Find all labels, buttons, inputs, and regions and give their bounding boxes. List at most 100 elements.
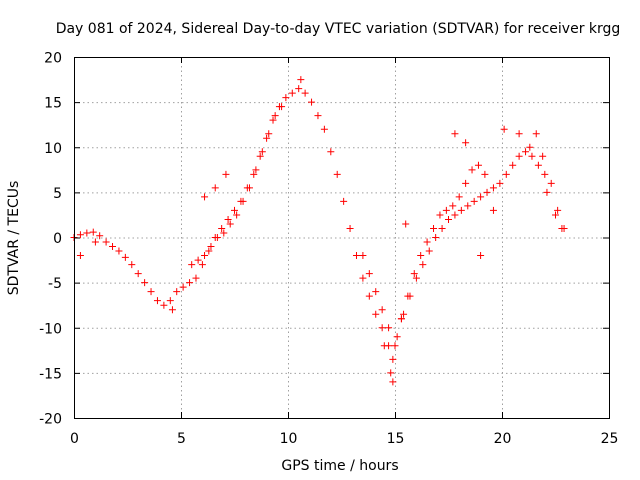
data-point-main-arc — [269, 116, 277, 124]
data-point-main-arc — [320, 125, 328, 133]
data-point-evening-branch — [359, 252, 367, 260]
data-point-main-arc — [340, 197, 348, 205]
data-point-main-arc — [288, 89, 296, 97]
tick-labels: 0 5 10 15 20 25 -20 -15 -10 -5 0 5 10 15 20 — [39, 51, 618, 448]
y-tick-label: 15 — [44, 96, 62, 112]
data-point-main-arc — [477, 193, 485, 201]
data-point-main-arc — [483, 188, 491, 196]
data-point-evening-branch — [423, 238, 431, 246]
data-point-main-arc — [89, 228, 97, 236]
data-point-main-arc — [218, 224, 226, 232]
data-point-main-arc — [393, 333, 401, 341]
data-point-main-arc — [522, 148, 530, 156]
data-point-morning-branch — [220, 229, 228, 237]
data-point-evening-branch — [436, 211, 444, 219]
data-point-main-arc — [115, 247, 123, 255]
data-point-evening-branch — [391, 342, 399, 350]
data-point-main-arc — [547, 179, 555, 187]
data-point-morning-branch — [239, 197, 247, 205]
y-tick-label: -20 — [39, 412, 62, 428]
data-point-main-arc — [352, 252, 360, 260]
data-point-main-arc — [432, 234, 440, 241]
data-point-main-arc — [301, 89, 309, 97]
data-point-main-arc — [121, 253, 129, 261]
data-point-morning-branch — [226, 220, 234, 228]
x-tick-label: 0 — [70, 431, 79, 447]
data-point-main-arc — [198, 261, 206, 269]
data-point-main-arc — [231, 206, 238, 214]
data-point-main-arc — [333, 170, 341, 178]
data-point-main-arc — [224, 215, 232, 223]
y-tick-label: -15 — [39, 366, 62, 382]
y-axis-label: SDTVAR / TECUs — [6, 181, 22, 296]
x-tick-label: 25 — [601, 431, 619, 447]
data-point-outliers — [558, 224, 566, 232]
data-point-main-arc — [457, 206, 465, 214]
data-point-evening-branch — [442, 206, 450, 214]
data-point-morning-branch — [265, 130, 273, 138]
data-point-outliers — [532, 130, 540, 138]
y-tick-label: 5 — [53, 186, 62, 202]
data-point-main-arc — [186, 279, 194, 287]
data-point-evening-branch — [378, 306, 386, 314]
data-point-main-arc — [451, 211, 459, 219]
data-point-main-arc — [263, 134, 271, 142]
data-point-evening-branch — [385, 324, 393, 332]
data-point-main-arc — [496, 179, 504, 187]
data-point-evening-branch — [462, 179, 470, 187]
data-point-main-arc — [378, 324, 386, 332]
data-point-main-arc — [166, 297, 174, 305]
data-point-main-arc — [541, 170, 549, 178]
data-point-main-arc — [308, 98, 316, 106]
data-point-evening-branch — [372, 288, 380, 296]
data-point-main-arc — [160, 301, 168, 309]
y-tick-label: -5 — [48, 276, 62, 292]
data-point-main-arc — [359, 274, 367, 282]
data-point-main-arc — [205, 247, 213, 255]
data-point-main-arc — [179, 283, 187, 291]
data-point-morning-branch — [258, 148, 266, 156]
data-point-outliers — [380, 342, 388, 350]
data-point-main-arc — [76, 231, 84, 239]
data-point-main-arc — [192, 274, 200, 282]
data-point-outliers — [489, 206, 497, 214]
data-point-evening-branch — [468, 166, 476, 174]
data-point-morning-branch — [194, 256, 202, 264]
data-point-main-arc — [464, 202, 472, 210]
x-tick-label: 20 — [494, 431, 512, 447]
data-point-outliers — [222, 170, 230, 178]
data-point-outliers — [477, 252, 485, 260]
data-point-main-arc — [445, 215, 452, 223]
data-point-main-arc — [389, 355, 397, 363]
data-point-outliers — [515, 130, 523, 138]
data-point-main-arc — [372, 310, 380, 318]
data-point-main-arc — [346, 224, 354, 232]
data-point-main-arc — [528, 152, 536, 160]
data-point-morning-branch — [278, 103, 286, 111]
data-point-outliers — [539, 152, 547, 160]
data-point-morning-branch — [252, 166, 260, 174]
data-point-main-arc — [515, 152, 523, 160]
data-point-main-arc — [365, 292, 373, 300]
data-point-main-arc — [128, 261, 136, 269]
data-point-outliers — [389, 378, 397, 386]
data-point-outliers — [297, 76, 305, 84]
data-point-outliers — [91, 238, 99, 246]
data-point-main-arc — [295, 85, 303, 93]
data-point-outliers — [552, 211, 559, 219]
data-point-evening-branch — [455, 193, 463, 201]
data-point-main-arc — [96, 232, 104, 240]
data-point-evening-branch — [404, 292, 412, 300]
data-point-outliers — [402, 220, 410, 228]
data-point-main-arc — [425, 247, 433, 255]
data-point-main-arc — [412, 274, 420, 282]
data-point-main-arc — [470, 197, 478, 205]
data-point-main-arc — [400, 310, 408, 318]
data-point-outliers — [76, 252, 84, 260]
data-point-main-arc — [502, 170, 510, 178]
data-point-morning-branch — [233, 211, 241, 219]
data-point-outliers — [211, 184, 219, 192]
data-point-outliers — [168, 306, 176, 314]
data-point-outliers — [500, 125, 508, 133]
